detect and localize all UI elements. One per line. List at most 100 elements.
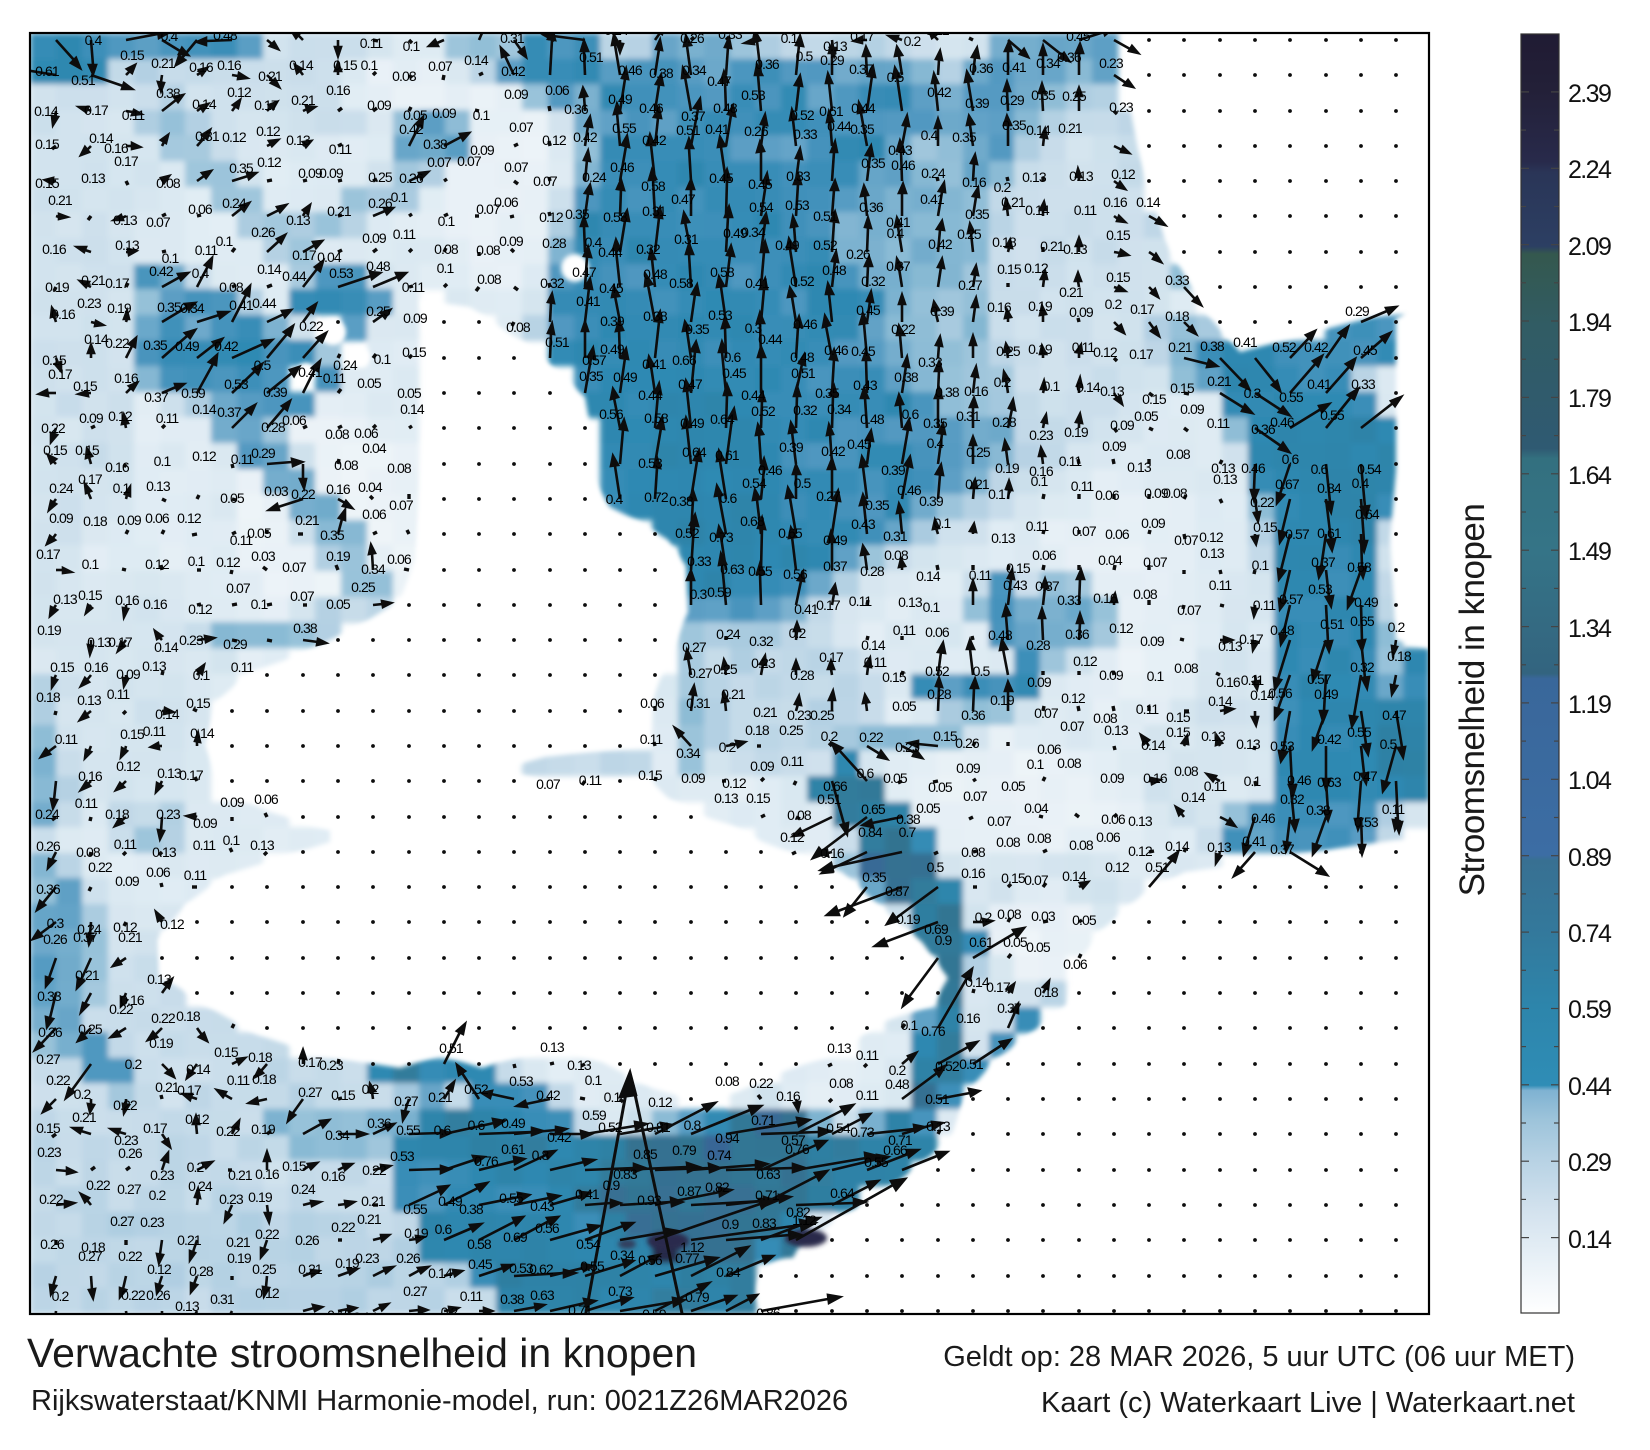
svg-text:0.22: 0.22 — [891, 321, 916, 337]
svg-text:0.61: 0.61 — [715, 447, 740, 463]
svg-text:0.49: 0.49 — [775, 237, 800, 253]
svg-text:0.08: 0.08 — [1057, 755, 1082, 771]
svg-text:0.11: 0.11 — [231, 659, 255, 675]
svg-text:0.09: 0.09 — [504, 86, 529, 102]
svg-text:0.31: 0.31 — [642, 203, 667, 219]
svg-text:0.3: 0.3 — [1244, 385, 1262, 401]
svg-text:0.45: 0.45 — [599, 280, 624, 296]
svg-text:0.41: 0.41 — [642, 356, 667, 372]
svg-text:0.3: 0.3 — [690, 586, 708, 602]
svg-text:0.93: 0.93 — [637, 1192, 662, 1208]
svg-text:0.08: 0.08 — [997, 906, 1022, 922]
svg-text:0.12: 0.12 — [542, 132, 567, 148]
svg-text:0.47: 0.47 — [572, 264, 597, 280]
svg-text:0.64: 0.64 — [710, 411, 735, 427]
svg-text:0.13: 0.13 — [1063, 241, 1088, 257]
svg-text:0.4: 0.4 — [85, 32, 103, 48]
svg-text:0.15: 0.15 — [333, 57, 358, 73]
svg-text:0.44: 0.44 — [827, 118, 852, 134]
svg-text:0.51: 0.51 — [676, 122, 701, 138]
svg-text:0.14: 0.14 — [1136, 194, 1161, 210]
svg-text:0.07: 0.07 — [533, 173, 558, 189]
svg-text:0.16: 0.16 — [961, 865, 986, 881]
svg-text:0.27: 0.27 — [394, 1093, 419, 1109]
svg-text:0.12: 0.12 — [1128, 843, 1153, 859]
svg-text:0.13: 0.13 — [146, 478, 171, 494]
svg-text:0.23: 0.23 — [1029, 427, 1054, 443]
svg-text:0.16: 0.16 — [956, 1010, 981, 1026]
svg-text:0.07: 0.07 — [536, 776, 561, 792]
svg-text:0.81: 0.81 — [646, 1119, 671, 1135]
svg-text:0.51: 0.51 — [579, 49, 604, 65]
svg-text:0.48: 0.48 — [1270, 622, 1295, 638]
svg-text:0.36: 0.36 — [961, 707, 986, 723]
svg-text:0.13: 0.13 — [1236, 736, 1261, 752]
svg-text:0.45: 0.45 — [847, 436, 872, 452]
svg-text:0.12: 0.12 — [177, 510, 202, 526]
svg-text:0.21: 0.21 — [361, 1193, 386, 1209]
svg-text:0.36: 0.36 — [859, 199, 884, 215]
svg-text:0.8: 0.8 — [684, 1117, 702, 1133]
svg-text:0.41: 0.41 — [1307, 376, 1332, 392]
svg-text:0.55: 0.55 — [748, 563, 773, 579]
svg-text:0.19: 0.19 — [227, 1250, 252, 1266]
svg-text:0.12: 0.12 — [648, 1094, 673, 1110]
svg-text:0.16: 0.16 — [321, 1168, 346, 1184]
svg-text:0.28: 0.28 — [189, 1263, 214, 1279]
svg-text:0.53: 0.53 — [390, 1148, 415, 1164]
svg-text:0.13: 0.13 — [540, 1039, 565, 1055]
svg-text:0.53: 0.53 — [1354, 814, 1379, 830]
svg-text:0.22: 0.22 — [216, 1123, 241, 1139]
svg-text:0.07: 0.07 — [457, 153, 482, 169]
svg-text:0.49: 0.49 — [823, 532, 848, 548]
svg-text:0.42: 0.42 — [214, 338, 239, 354]
svg-text:0.06: 0.06 — [1095, 487, 1120, 503]
svg-text:0.13: 0.13 — [77, 692, 102, 708]
svg-text:0.06: 0.06 — [387, 551, 412, 567]
svg-text:0.14: 0.14 — [400, 401, 425, 417]
svg-text:0.53: 0.53 — [1308, 581, 1333, 597]
svg-text:0.21: 0.21 — [48, 192, 73, 208]
svg-text:0.08: 0.08 — [76, 844, 101, 860]
svg-text:0.16: 0.16 — [820, 845, 845, 861]
svg-text:0.14: 0.14 — [289, 57, 314, 73]
svg-text:0.15: 0.15 — [43, 442, 68, 458]
svg-text:0.07: 0.07 — [427, 154, 452, 170]
svg-text:0.11: 0.11 — [193, 837, 217, 853]
svg-text:0.1: 0.1 — [193, 667, 211, 683]
svg-text:0.21: 0.21 — [327, 203, 352, 219]
svg-text:0.31: 0.31 — [883, 528, 908, 544]
svg-text:0.23: 0.23 — [895, 739, 920, 755]
svg-text:0.13: 0.13 — [250, 837, 275, 853]
svg-text:0.12: 0.12 — [116, 758, 141, 774]
svg-text:0.58: 0.58 — [669, 275, 694, 291]
svg-text:0.13: 0.13 — [1127, 459, 1152, 475]
svg-text:0.12: 0.12 — [192, 448, 217, 464]
svg-text:0.1: 0.1 — [1252, 557, 1270, 573]
svg-text:0.06: 0.06 — [254, 791, 279, 807]
svg-text:0.24: 0.24 — [222, 195, 247, 211]
svg-text:0.27: 0.27 — [688, 665, 713, 681]
svg-text:0.07: 0.07 — [1143, 554, 1168, 570]
svg-text:0.09: 0.09 — [499, 233, 524, 249]
svg-text:0.07: 0.07 — [428, 58, 453, 74]
svg-text:0.16: 0.16 — [987, 299, 1012, 315]
svg-text:0.42: 0.42 — [821, 443, 846, 459]
svg-text:0.1: 0.1 — [1147, 668, 1165, 684]
svg-text:0.37: 0.37 — [73, 929, 98, 945]
svg-text:0.1: 0.1 — [473, 107, 491, 123]
svg-text:0.2: 0.2 — [719, 739, 737, 755]
svg-text:0.23: 0.23 — [1099, 55, 1124, 71]
svg-text:0.14: 0.14 — [1062, 868, 1087, 884]
svg-text:0.33: 0.33 — [687, 553, 712, 569]
svg-text:0.33: 0.33 — [793, 126, 818, 142]
svg-text:0.11: 0.11 — [184, 867, 208, 883]
svg-text:0.13: 0.13 — [991, 530, 1016, 546]
svg-text:0.21: 0.21 — [1001, 194, 1026, 210]
svg-text:0.25: 0.25 — [810, 707, 835, 723]
svg-text:0.15: 0.15 — [638, 767, 663, 783]
svg-text:0.51: 0.51 — [813, 208, 838, 224]
svg-text:0.23: 0.23 — [751, 655, 776, 671]
svg-text:0.09: 0.09 — [1110, 417, 1135, 433]
svg-text:0.08: 0.08 — [506, 319, 531, 335]
